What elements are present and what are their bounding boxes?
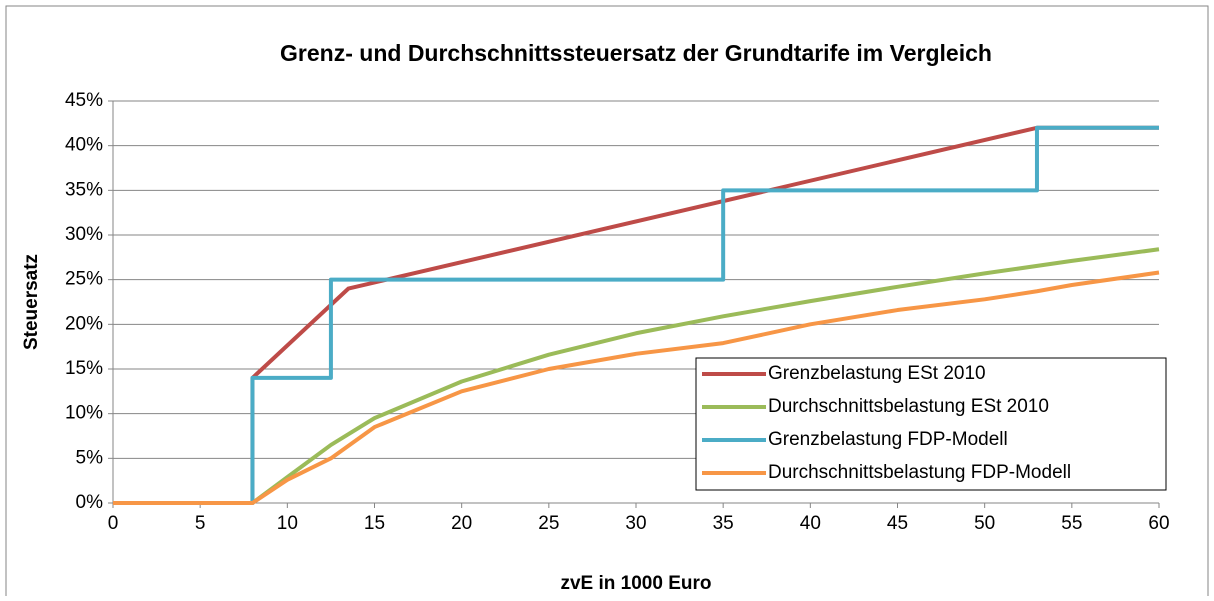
x-tick-label: 35 <box>713 513 734 534</box>
series-line <box>113 125 1159 505</box>
y-tick-label: 40% <box>65 135 103 156</box>
x-tick-label: 10 <box>277 513 298 534</box>
legend-label: Durchschnittsbelastung ESt 2010 <box>768 396 1049 417</box>
y-tick-label: 25% <box>65 269 103 290</box>
x-tick-label: 45 <box>887 513 908 534</box>
x-tick-label: 0 <box>108 513 119 534</box>
chart-border <box>5 5 1209 601</box>
x-axis-label: zvE in 1000 Euro <box>560 573 711 594</box>
y-tick-label: 0% <box>76 492 104 513</box>
x-tick-label: 25 <box>538 513 559 534</box>
y-tick-label: 35% <box>65 179 103 200</box>
x-tick-label: 55 <box>1061 513 1082 534</box>
chart-title: Grenz- und Durchschnittssteuersatz der G… <box>280 40 992 66</box>
y-tick-label: 45% <box>65 90 103 111</box>
x-tick-label: 60 <box>1148 513 1169 534</box>
x-tick-label: 30 <box>625 513 646 534</box>
series-line <box>113 270 1160 505</box>
legend-box <box>695 357 1167 491</box>
y-tick-label: 10% <box>65 403 103 424</box>
y-axis-label: Steuersatz <box>21 254 42 350</box>
legend-label: Grenzbelastung FDP-Modell <box>768 429 1008 450</box>
y-tick-label: 5% <box>76 447 104 468</box>
x-tick-label: 5 <box>195 513 206 534</box>
x-tick-label: 20 <box>451 513 472 534</box>
y-tick-label: 15% <box>65 358 103 379</box>
legend-label: Durchschnittsbelastung FDP-Modell <box>768 462 1071 483</box>
x-tick-label: 50 <box>974 513 995 534</box>
series-line <box>113 247 1160 505</box>
x-tick-label: 15 <box>364 513 385 534</box>
y-tick-label: 30% <box>65 224 103 245</box>
y-tick-label: 20% <box>65 313 103 334</box>
legend-label: Grenzbelastung ESt 2010 <box>768 363 986 384</box>
x-tick-label: 40 <box>800 513 821 534</box>
